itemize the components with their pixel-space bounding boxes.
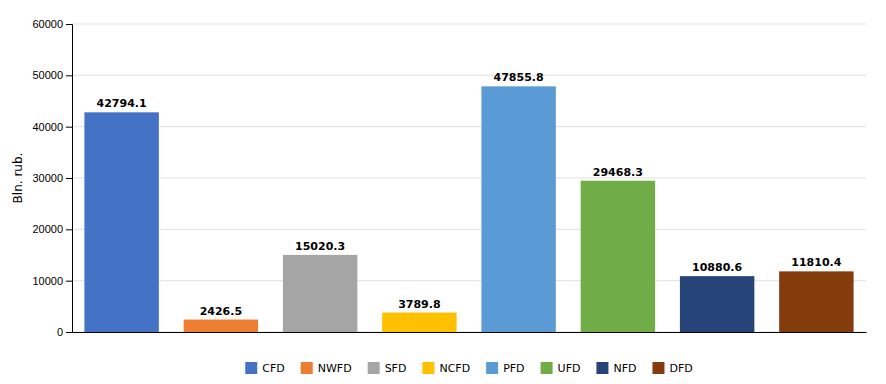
- legend-swatch: [301, 362, 313, 374]
- legend-label: CFD: [262, 362, 284, 375]
- data-label: 2426.5: [200, 305, 242, 318]
- legend-item: NCFD: [422, 362, 470, 375]
- y-tick-mark: [66, 332, 72, 333]
- grid: [72, 24, 866, 332]
- grid-line: [72, 178, 866, 179]
- legend: CFD NWFD SFD NCFD PFD UFD NFD DFD: [245, 362, 693, 375]
- legend-item: UFD: [541, 362, 581, 375]
- grid-line: [72, 24, 866, 25]
- data-label: 29468.3: [593, 166, 643, 179]
- y-tick: 10000: [32, 275, 72, 287]
- y-tick-label: 50000: [32, 69, 63, 81]
- legend-item: PFD: [486, 362, 524, 375]
- plot-area: 0 10000 20000 30000 40000 50000 60000 42794.1 24…: [32, 18, 866, 338]
- legend-label: PFD: [503, 362, 524, 375]
- y-tick: 50000: [32, 69, 72, 81]
- y-axis: 0 10000 20000 30000 40000 50000 60000: [32, 18, 72, 338]
- legend-item: CFD: [245, 362, 284, 375]
- data-label: 3789.8: [398, 298, 440, 311]
- y-tick: 40000: [32, 121, 72, 133]
- legend-swatch: [422, 362, 434, 374]
- data-label: 42794.1: [97, 97, 147, 110]
- y-tick-mark: [66, 75, 72, 76]
- legend-item: DFD: [652, 362, 692, 375]
- legend-label: NWFD: [318, 362, 352, 375]
- legend-label: NFD: [613, 362, 636, 375]
- bars: [84, 86, 853, 332]
- legend-label: UFD: [558, 362, 581, 375]
- data-label: 15020.3: [295, 240, 345, 253]
- legend-item: SFD: [368, 362, 407, 375]
- y-tick-label: 0: [57, 326, 63, 338]
- legend-swatch: [596, 362, 608, 374]
- legend-swatch: [486, 362, 498, 374]
- x-axis-line: [73, 332, 867, 333]
- legend-item: NFD: [596, 362, 636, 375]
- data-label: 11810.4: [791, 256, 841, 269]
- y-tick-mark: [66, 24, 72, 25]
- y-tick-label: 40000: [32, 121, 63, 133]
- chart-container: 0 10000 20000 30000 40000 50000 60000 42794.1 24…: [0, 0, 886, 384]
- data-label: 10880.6: [692, 261, 742, 274]
- bar: [779, 271, 853, 332]
- legend-label: SFD: [385, 362, 407, 375]
- bar: [581, 181, 655, 332]
- bar: [382, 313, 456, 332]
- y-axis-line: [66, 25, 73, 333]
- y-tick: 30000: [32, 172, 72, 184]
- data-label: 47855.8: [494, 71, 544, 84]
- bar: [184, 320, 258, 332]
- bar: [283, 255, 357, 332]
- y-tick-label: 60000: [32, 18, 63, 30]
- y-axis-title: Bln. rub.: [11, 153, 25, 204]
- bar: [680, 276, 754, 332]
- y-tick-label: 30000: [32, 172, 63, 184]
- y-tick: 0: [57, 326, 72, 338]
- legend-label: DFD: [669, 362, 692, 375]
- legend-swatch: [541, 362, 553, 374]
- y-tick-label: 10000: [32, 275, 63, 287]
- legend-swatch: [368, 362, 380, 374]
- data-labels: 42794.1 2426.5 15020.3 3789.8 47855.8 29468.3…: [97, 71, 842, 317]
- grid-line: [72, 126, 866, 127]
- legend-item: NWFD: [301, 362, 352, 375]
- grid-line: [72, 75, 866, 76]
- bar: [481, 86, 555, 332]
- chart-svg: 0 10000 20000 30000 40000 50000 60000 42794.1 24…: [0, 0, 886, 384]
- y-tick-mark: [66, 178, 72, 179]
- y-tick-mark: [66, 229, 72, 230]
- legend-swatch: [652, 362, 664, 374]
- legend-swatch: [245, 362, 257, 374]
- y-tick: 20000: [32, 223, 72, 235]
- y-tick-mark: [66, 281, 72, 282]
- grid-line: [72, 229, 866, 230]
- y-tick-label: 20000: [32, 223, 63, 235]
- y-tick: 60000: [32, 18, 72, 30]
- legend-label: NCFD: [439, 362, 470, 375]
- y-tick-mark: [66, 127, 72, 128]
- bar: [84, 112, 158, 332]
